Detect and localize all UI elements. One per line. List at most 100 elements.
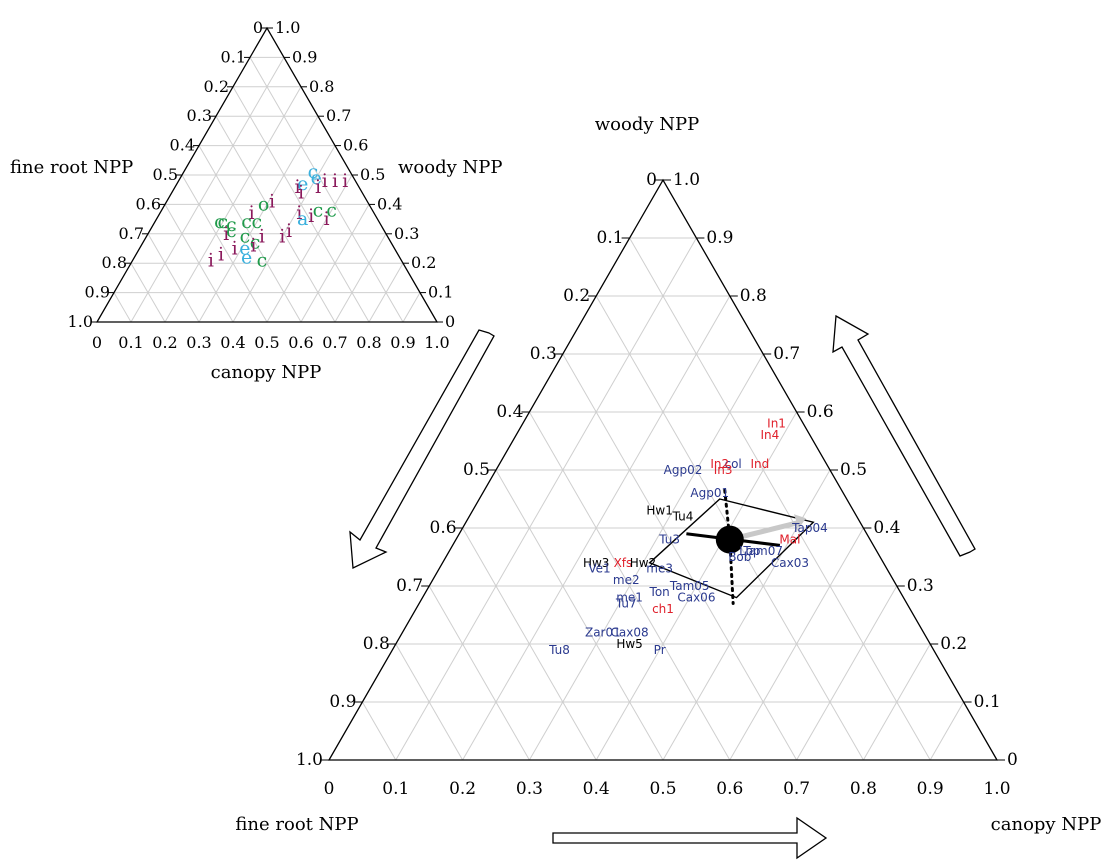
inset-point: e	[241, 246, 252, 268]
inset-point: i	[296, 202, 302, 224]
main-bottom-tick: 0.9	[917, 779, 944, 799]
main-grid-canopy	[796, 585, 898, 761]
site-point: Tu8	[548, 643, 570, 657]
main-grid-canopy	[929, 701, 965, 761]
inset-point: c	[257, 249, 268, 271]
main-bottom-tick-labels: 0 0.1 0.2 0.3 0.4 0.5 0.6 0.7 0.8 0.9 1.0	[324, 779, 1011, 799]
inset-bottom-tick: 0.1	[118, 333, 143, 352]
inset-grid-canopy	[266, 174, 353, 323]
site-point: Mal	[779, 533, 800, 547]
site-point: Hw3	[583, 556, 609, 570]
inset-bottom-tick: 0.7	[322, 333, 347, 352]
main-grid-canopy	[395, 237, 697, 761]
inset-left-tick: 0.3	[187, 106, 212, 125]
main-grid-canopy	[862, 643, 931, 761]
main-right-tick: 0.5	[840, 460, 867, 480]
main-bottom-tick: 0.2	[449, 779, 476, 799]
main-left-tick-labels: 0 0.1 0.2 0.3 0.4 0.5 0.6 0.7 0.8 0.9 1.0	[296, 170, 663, 770]
inset-right-axis-title: woody NPP	[398, 157, 502, 178]
main-bottom-tick: 0.5	[649, 779, 676, 799]
main-left-tick: 0.4	[496, 402, 523, 422]
site-point: Hw1	[646, 504, 672, 518]
inset-grid-fine-root	[215, 115, 336, 323]
main-right-tick: 0.4	[873, 518, 900, 538]
site-point: Agp02	[664, 463, 703, 477]
inset-bottom-tick: 0.4	[220, 333, 245, 352]
inset-left-tick: 0.1	[221, 47, 246, 66]
inset-point: c	[251, 211, 262, 233]
arrow-right	[552, 816, 828, 860]
inset-right-tick: 0.1	[428, 283, 453, 302]
main-bottom-tick: 0.3	[516, 779, 543, 799]
inset-point: c	[226, 214, 237, 236]
inset-point: c	[217, 211, 228, 233]
inset-ternary-chart: 0 0.1 0.2 0.3 0.4 0.5 0.6 0.7 0.8 0.9 1.0 1.0 0.9 0.…	[10, 18, 502, 383]
inset-left-tick: 0.9	[85, 283, 110, 302]
inset-bottom-tick: 0.2	[152, 333, 177, 352]
inset-point: e	[311, 167, 322, 189]
inset-point: i	[279, 226, 285, 248]
site-point: Tu7	[615, 596, 637, 610]
inset-point: i	[286, 220, 292, 242]
main-right-tick: 0.3	[907, 576, 934, 596]
inset-grid-fine-root	[164, 204, 234, 323]
inset-point: c	[240, 226, 251, 248]
main-grid-fine-root	[562, 353, 798, 761]
inset-right-tick: 0.4	[377, 194, 402, 213]
inset-grid-fine-root	[113, 292, 132, 323]
main-bottom-tick: 0.7	[783, 779, 810, 799]
site-point: Tu3	[658, 533, 680, 547]
main-grid-fine-root	[395, 643, 464, 761]
inset-grid-fine-root	[147, 233, 200, 323]
site-point: Tu4	[672, 509, 694, 523]
main-right-tick: 0.8	[740, 286, 767, 306]
main-left-tick: 0.3	[530, 344, 557, 364]
inset-grid-fine-root	[181, 174, 268, 323]
site-point: In3	[714, 463, 733, 477]
inset-right-tick: 0.8	[309, 77, 334, 96]
arrow-down-left	[349, 329, 495, 569]
inset-point: i	[322, 170, 328, 192]
inset-left-tick: 0.5	[153, 165, 178, 184]
inset-grid-canopy	[198, 115, 319, 323]
main-grid-fine-root	[361, 701, 397, 761]
main-left-axis-title: fine root NPP	[235, 814, 358, 835]
main-right-tick: 0	[1007, 750, 1018, 770]
inset-point: i	[218, 243, 224, 265]
inset-bottom-tick: 0.3	[186, 333, 211, 352]
inset-bottom-tick-labels: 0 0.1 0.2 0.3 0.4 0.5 0.6 0.7 0.8 0.9 1.0	[92, 333, 450, 352]
inset-right-tick: 0.7	[326, 106, 351, 125]
inset-point: i	[342, 170, 348, 192]
main-grid-fine-root	[629, 237, 931, 761]
inset-point: i	[232, 238, 238, 260]
site-point: col	[724, 457, 741, 471]
inset-bottom-tick: 0.5	[254, 333, 279, 352]
main-top-axis-title: woody NPP	[595, 114, 699, 135]
inset-right-tick: 0	[445, 312, 455, 331]
site-point: Pr	[654, 643, 666, 657]
main-right-tick: 0.1	[974, 692, 1001, 712]
main-grid-fine-root	[462, 527, 597, 761]
inset-left-tick: 0.2	[204, 77, 229, 96]
inset-grid-fine-root	[249, 57, 404, 323]
main-right-tick: 0.6	[807, 402, 834, 422]
inset-bottom-tick: 1.0	[424, 333, 449, 352]
inset-point: e	[297, 173, 308, 195]
main-left-tick: 0.7	[396, 576, 423, 596]
main-left-tick: 0.9	[329, 692, 356, 712]
inset-left-tick: 0.7	[119, 224, 144, 243]
inset-point: o	[258, 193, 269, 215]
mean-point	[715, 525, 744, 554]
main-bottom-tick: 0	[324, 779, 335, 799]
main-left-tick: 0.6	[430, 518, 457, 538]
site-point: me3	[646, 562, 673, 576]
inset-point: i	[308, 205, 314, 227]
main-bottom-tick: 0.1	[382, 779, 409, 799]
site-point: Xfs	[614, 556, 633, 570]
main-grid-canopy	[729, 527, 864, 761]
inset-grid-canopy	[368, 262, 404, 323]
main-left-tick: 1.0	[296, 750, 323, 770]
site-point: Zar01	[585, 625, 621, 639]
inset-right-tick: 0.2	[411, 253, 436, 272]
